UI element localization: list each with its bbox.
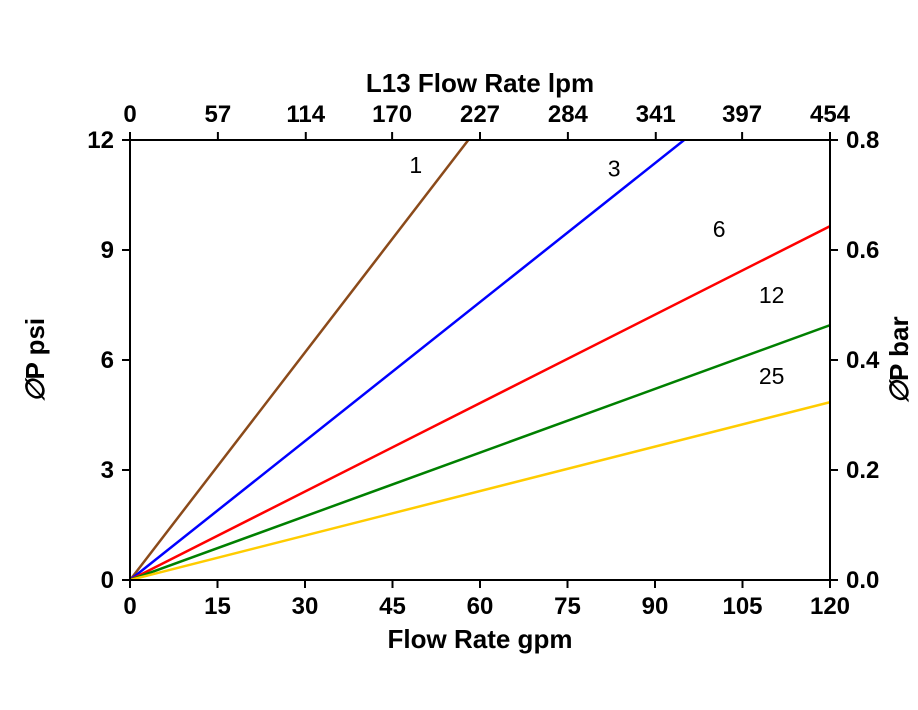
axis-title-bottom: Flow Rate gpm bbox=[388, 624, 573, 654]
x-bottom-tick-label: 120 bbox=[810, 593, 850, 620]
x-top-tick-label: 114 bbox=[286, 101, 325, 128]
x-bottom-tick-label: 30 bbox=[292, 593, 319, 620]
y-left-tick-label: 9 bbox=[101, 237, 114, 264]
y-right-tick-label: 0.6 bbox=[846, 237, 879, 264]
series-label: 3 bbox=[608, 156, 621, 182]
x-bottom-tick-label: 90 bbox=[642, 593, 669, 620]
y-left-tick-label: 3 bbox=[101, 457, 114, 484]
x-top-tick-label: 170 bbox=[372, 101, 412, 128]
y-left-tick-label: 6 bbox=[101, 347, 114, 374]
series-label: 1 bbox=[409, 152, 422, 178]
axis-title-top: L13 Flow Rate lpm bbox=[366, 68, 594, 98]
x-top-tick-label: 341 bbox=[636, 101, 676, 128]
x-top-tick-label: 397 bbox=[722, 101, 762, 128]
y-left-tick-label: 12 bbox=[87, 127, 114, 154]
x-top-tick-label: 454 bbox=[810, 101, 851, 128]
x-top-tick-label: 0 bbox=[123, 101, 136, 128]
x-top-tick-label: 284 bbox=[548, 101, 589, 128]
series-label: 25 bbox=[759, 363, 785, 389]
x-top-tick-label: 227 bbox=[460, 101, 500, 128]
x-bottom-tick-label: 45 bbox=[379, 593, 406, 620]
x-bottom-tick-label: 15 bbox=[204, 593, 231, 620]
y-right-tick-label: 0.0 bbox=[846, 567, 879, 594]
chart-svg: 0153045607590105120057114170227284341397… bbox=[0, 0, 918, 710]
y-right-tick-label: 0.4 bbox=[846, 347, 880, 374]
y-right-tick-label: 0.8 bbox=[846, 127, 879, 154]
x-bottom-tick-label: 75 bbox=[554, 593, 581, 620]
axis-title-right: ∅P bar bbox=[884, 316, 914, 403]
series-label: 6 bbox=[713, 216, 726, 242]
x-bottom-tick-label: 105 bbox=[722, 593, 762, 620]
x-bottom-tick-label: 0 bbox=[123, 593, 136, 620]
y-right-tick-label: 0.2 bbox=[846, 457, 879, 484]
series-label: 12 bbox=[759, 282, 785, 308]
x-top-tick-label: 57 bbox=[205, 101, 232, 128]
x-bottom-tick-label: 60 bbox=[467, 593, 494, 620]
y-left-tick-label: 0 bbox=[101, 567, 114, 594]
axis-title-left: ∅P psi bbox=[20, 318, 50, 402]
pressure-flow-chart: 0153045607590105120057114170227284341397… bbox=[0, 0, 918, 710]
